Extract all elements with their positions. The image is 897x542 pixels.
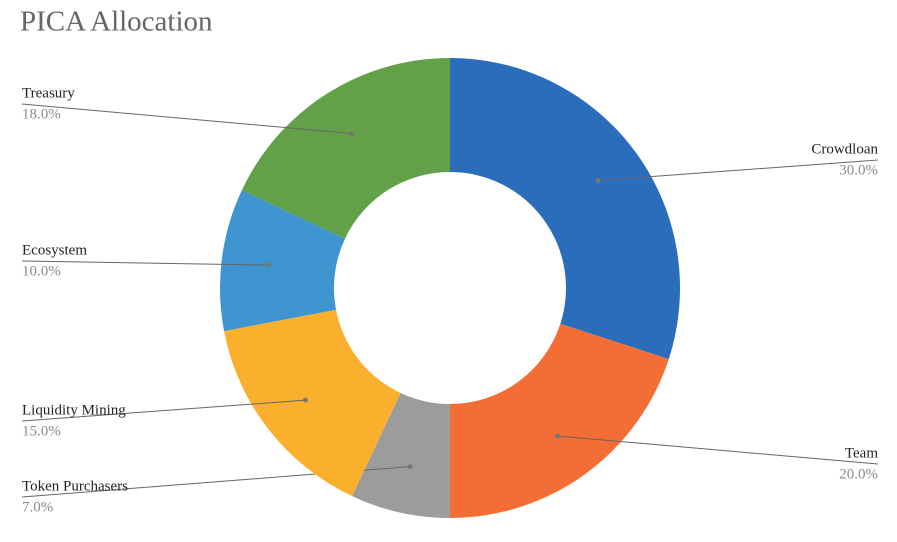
value-label: 15.0%	[22, 423, 61, 439]
legend-label: Liquidity Mining	[22, 402, 126, 418]
slice	[241, 58, 450, 239]
chart-title: PICA Allocation	[20, 6, 213, 38]
leader-dot	[407, 464, 413, 470]
slice	[352, 392, 450, 518]
legend-label: Ecosystem	[22, 242, 87, 258]
legend-label: Crowdloan	[811, 141, 878, 157]
leader-dot	[595, 177, 601, 183]
leader-dot	[302, 397, 308, 403]
leader-line	[598, 159, 879, 181]
slice	[450, 323, 669, 518]
legend-label: Treasury	[22, 85, 75, 101]
slice	[224, 309, 401, 497]
value-label: 20.0%	[839, 466, 878, 482]
leader-line	[21, 260, 269, 266]
leader-line	[21, 103, 352, 134]
leader-line	[21, 399, 306, 422]
slice	[450, 58, 680, 360]
value-label: 30.0%	[839, 162, 878, 178]
leader-dot	[265, 262, 271, 268]
legend-label: Team	[845, 445, 878, 461]
value-label: 7.0%	[22, 499, 53, 515]
leader-dot	[555, 433, 561, 439]
slice	[219, 190, 346, 332]
value-label: 18.0%	[22, 106, 61, 122]
leader-line	[557, 435, 879, 465]
value-label: 10.0%	[22, 263, 61, 279]
legend-label: Token Purchasers	[22, 478, 128, 494]
leader-dot	[349, 130, 355, 136]
